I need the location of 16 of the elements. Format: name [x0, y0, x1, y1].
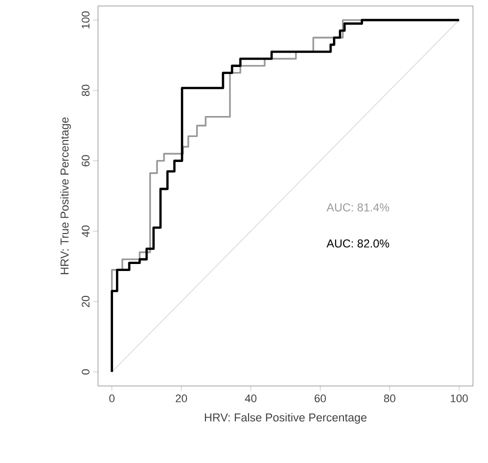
annotation: AUC: 81.4% — [326, 203, 390, 212]
y-tick-label: 40 — [82, 226, 90, 238]
y-tick-label: 100 — [82, 11, 90, 28]
y-tick-label: 0 — [82, 369, 90, 375]
annotation: AUC: 82.0% — [326, 239, 390, 248]
x-tick-label: 20 — [176, 394, 187, 402]
y-tick-label: 60 — [82, 155, 90, 166]
y-tick-label: 80 — [82, 84, 90, 96]
x-tick-label: 80 — [384, 394, 396, 402]
y-tick-label: 20 — [82, 296, 90, 308]
x-tick-label: 100 — [450, 394, 468, 402]
y-axis-title: HRV: True Positive Percentage — [60, 117, 71, 274]
x-axis-title: HRV: False Positive Percentage — [204, 413, 366, 424]
x-tick-label: 0 — [109, 394, 115, 402]
x-tick-label: 60 — [314, 394, 326, 402]
x-tick-label: 40 — [244, 394, 256, 402]
